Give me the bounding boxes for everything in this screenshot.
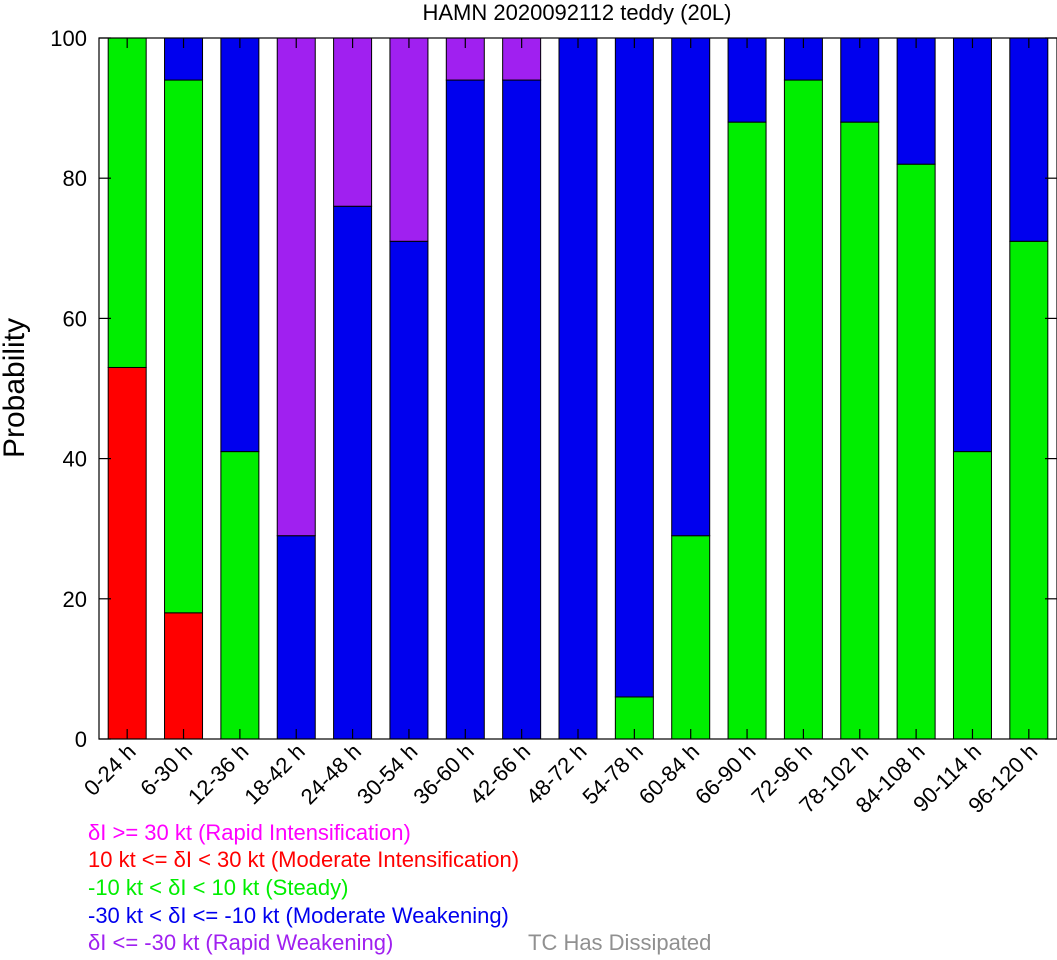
bar-steady-11	[727, 121, 767, 740]
bar-steady-0	[107, 37, 147, 368]
x-tick-label-2: 12-36 h	[183, 739, 253, 809]
bar-mw-3	[276, 535, 316, 740]
bar-steady-15	[952, 451, 992, 740]
bar-mw-7	[502, 79, 542, 740]
x-tick-label-6: 36-60 h	[408, 739, 478, 809]
legend-rapid-intensification: δI >= 30 kt (Rapid Intensification)	[88, 820, 411, 845]
bars-group	[107, 37, 1049, 740]
y-tick-label-5: 100	[50, 26, 87, 51]
y-tick-label-2: 40	[63, 447, 87, 472]
x-tick-label-5: 30-54 h	[352, 739, 422, 809]
x-tick-label-3: 18-42 h	[239, 739, 309, 809]
bar-mw-5	[389, 240, 429, 740]
bar-mw-14	[896, 37, 936, 165]
legend-steady: -10 kt < δI < 10 kt (Steady)	[88, 875, 349, 900]
bar-steady-1	[164, 79, 204, 614]
bar-rw-3	[276, 37, 316, 537]
bar-mw-10	[671, 37, 711, 537]
legend-moderate-weakening: -30 kt < δI <= -10 kt (Moderate Weakenin…	[88, 903, 509, 928]
bar-mw-2	[220, 37, 260, 453]
bar-mw-8	[558, 37, 598, 740]
bar-steady-14	[896, 163, 936, 740]
bar-mw-11	[727, 37, 767, 123]
bar-steady-10	[671, 535, 711, 740]
x-tick-label-11: 66-90 h	[690, 739, 760, 809]
bar-mw-9	[614, 37, 654, 698]
x-tick-label-9: 54-78 h	[577, 739, 647, 809]
bar-rw-5	[389, 37, 429, 242]
bar-mi-1	[164, 612, 204, 740]
x-tick-label-8: 48-72 h	[521, 739, 591, 809]
x-tick-label-4: 24-48 h	[296, 739, 366, 809]
y-tick-label-0: 0	[75, 727, 87, 752]
x-tick-label-0: 0-24 h	[79, 739, 141, 801]
bar-mw-4	[333, 205, 373, 740]
bar-rw-4	[333, 37, 373, 207]
bar-mw-15	[952, 37, 992, 453]
bar-mw-6	[445, 79, 485, 740]
y-tick-label-3: 60	[63, 306, 87, 331]
legend-moderate-intensification: 10 kt <= δI < 30 kt (Moderate Intensific…	[88, 847, 520, 872]
legend-rapid-weakening: δI <= -30 kt (Rapid Weakening)	[88, 930, 394, 955]
x-tick-label-7: 42-66 h	[465, 739, 535, 809]
bar-mi-0	[107, 366, 147, 740]
bar-mw-13	[840, 37, 880, 123]
y-tick-label-4: 80	[63, 166, 87, 191]
bar-steady-12	[783, 79, 823, 740]
bar-steady-2	[220, 451, 260, 740]
bar-mw-12	[783, 37, 823, 81]
y-axis-label: Probability	[0, 318, 31, 458]
y-tick-label-1: 20	[63, 587, 87, 612]
tc-dissipated-note: TC Has Dissipated	[528, 930, 712, 955]
bar-steady-13	[840, 121, 880, 740]
bar-steady-16	[1009, 240, 1049, 740]
x-tick-label-10: 60-84 h	[634, 739, 704, 809]
chart-title: HAMN 2020092112 teddy (20L)	[422, 0, 731, 25]
bar-mw-16	[1009, 37, 1049, 242]
